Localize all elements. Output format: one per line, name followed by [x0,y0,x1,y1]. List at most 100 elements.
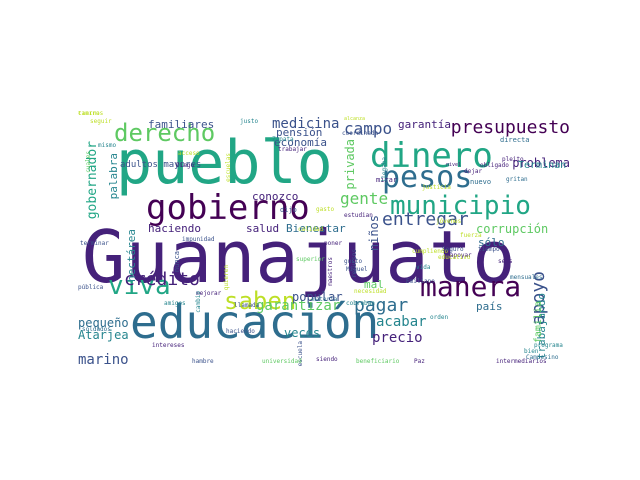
word-corrupcion: corrupción [476,222,549,236]
word-small: cambio [195,291,202,313]
word-small: Diego [176,162,195,169]
word-small: Campesino [526,354,559,361]
word-small: escuelas [225,153,232,182]
word-small: siendo [316,356,338,363]
word-municipio: municipio [390,191,531,221]
word-small: apoyar [450,252,472,259]
word-garantizar: garantizar [256,298,341,314]
word-small: directa [500,136,530,144]
word-small: dijo [280,206,297,214]
word-small: nuevo [470,178,492,186]
word-small: mirar [376,176,398,184]
word-small: caminos [78,111,104,117]
word-pueblo: pueblo [116,128,333,198]
word-small: nunca [173,251,181,273]
word-credito: crédito [124,269,200,290]
word-campo: campo [344,119,393,138]
word-familia: familia [533,301,544,344]
word-small: fuerza [460,232,482,239]
word-small: hambre [192,358,214,365]
word-small: necesidad [354,288,387,295]
word-derecho: derecho [114,119,216,147]
word-small: llegaba [381,157,388,183]
word-small: justo [240,118,259,125]
word-small: estudian [344,212,373,219]
word-hectarea: hectárea [125,229,138,282]
word-privada: privada [343,139,357,190]
word-educacion: educación [130,295,380,349]
word-economia: economía [274,136,327,149]
word-small: terminar [80,240,109,247]
word-precio: precio [372,330,423,346]
word-small: universidad [262,358,302,365]
word-pequeno: pequeño [78,316,129,330]
word-popular: popular [292,290,343,304]
word-small: coordinada [342,130,379,137]
word-small: nivel [446,162,462,168]
word-small: gritan [506,176,528,183]
word-terminan: Terminan [518,160,567,171]
word-gobierno: gobierno [146,188,310,228]
word-small: seguir [90,118,112,125]
word-small: mismo [98,142,117,149]
word-small: calidad [298,226,324,233]
word-small: mejorar [196,290,222,297]
word-solo: sólo [478,236,505,249]
word-dinero: dinero [370,136,493,176]
word-pesos: pesos [382,160,473,195]
word-mal: mal [364,278,384,291]
word-small: beneficiario [356,358,400,365]
word-small: dejar [464,168,483,175]
word-acabar: acabar [376,314,427,330]
word-small: tiempo [478,246,500,253]
word-palabra: palabra [107,153,120,200]
word-pagar: pagar [354,295,409,316]
word-small: orden [430,314,449,321]
word-pais: país [476,300,503,313]
word-bienestar: Bienestar [286,222,346,235]
word-medicina: medicina [272,116,340,132]
word-small: Paz [414,358,425,365]
word-small: justicia [422,184,451,191]
word-small: quieren [223,265,230,291]
word-small: seis [498,258,513,265]
word-small: poner [324,240,343,247]
word-saben: saben [224,287,297,315]
word-gente: gente [340,189,389,208]
word-conozco: conozco [252,190,299,203]
word-small: alcanza [344,116,366,122]
word-manera: manera [420,270,522,303]
word-small: jóvenes [436,218,462,225]
word-problema: problema [512,156,570,170]
word-small: acceso [178,150,200,157]
word-adultos-mayores: adultos mayores [120,160,202,170]
word-entregar: entregar [382,209,469,230]
word-small: soldados [82,326,111,333]
word-small: bien [524,348,539,355]
word-small: llamada [234,302,260,309]
word-small: Miguel [346,266,368,273]
word-pension: pensión [276,126,323,139]
word-marino: marino [78,352,129,368]
word-small: Zapata [272,136,294,143]
word-small: materia [312,296,338,303]
word-small: vida [416,264,431,271]
word-small: trabajar [278,146,307,153]
word-guanajuato: Guanajuato [82,215,516,299]
word-small: obligado [480,162,509,169]
word-small: cuales [85,151,92,173]
word-small: gusto [344,258,363,265]
word-small: mensuales [510,274,543,281]
word-small: maestros [327,257,334,286]
word-veces: veces [284,326,321,340]
word-small: pública [78,284,104,291]
word-small: impunidad [182,236,215,243]
word-haciendo: haciendo [148,222,201,235]
word-small: intermediarios [496,358,547,365]
word-atarjea: Atarjea [78,328,129,342]
word-salud: salud [246,222,280,235]
word-ninos: niños [367,215,381,252]
word-small: haciendo [226,328,255,335]
word-small: superior [296,256,325,263]
word-small: pleito [502,156,524,163]
